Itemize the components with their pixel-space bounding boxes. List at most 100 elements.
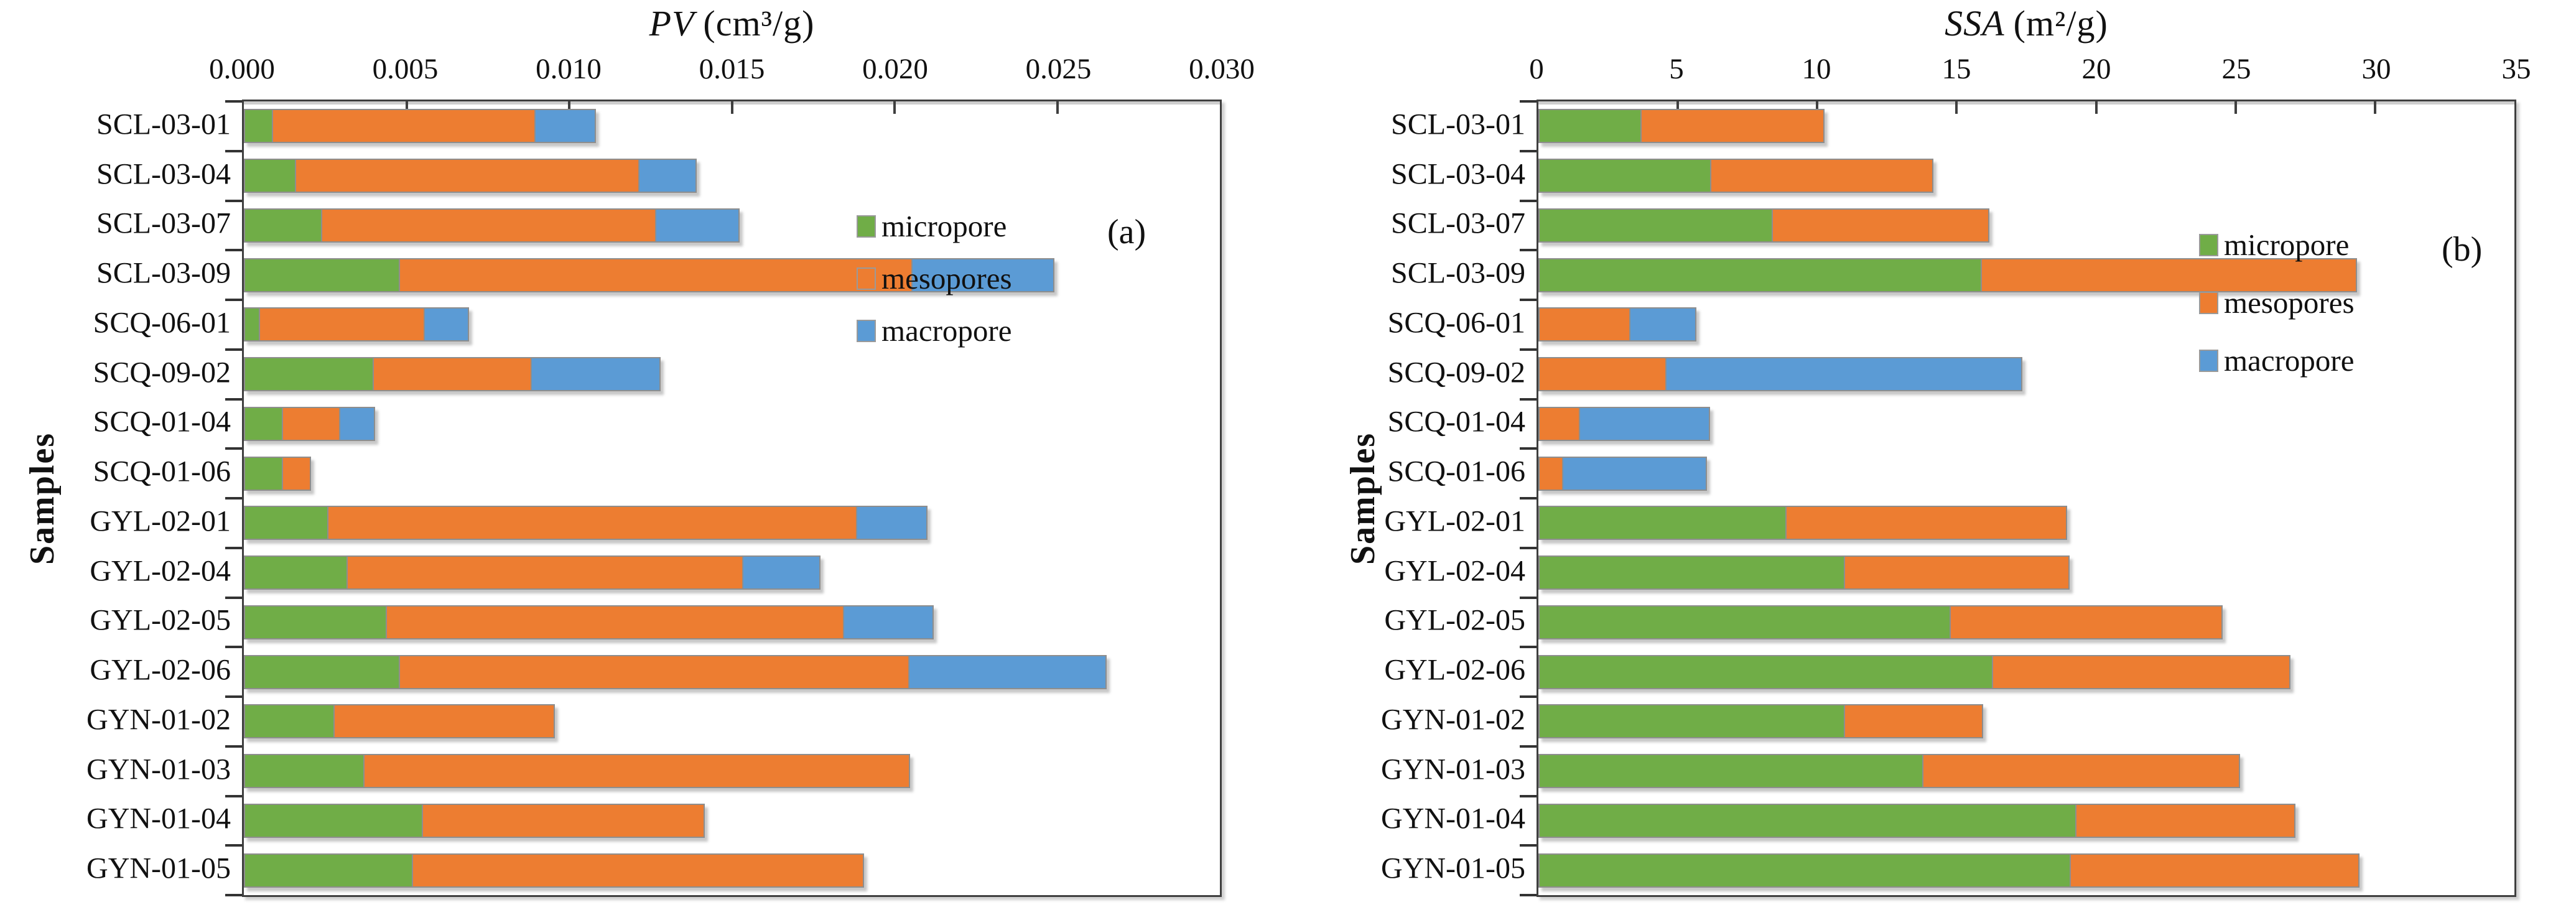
bar-segment-mesopores-scq-01-06 <box>1538 457 1563 491</box>
y-tick-mark <box>1520 745 1537 748</box>
bar-segment-mesopores-scl-03-01 <box>272 109 536 143</box>
bar-segment-mesopores-gyn-01-04 <box>422 804 705 838</box>
legend-entry-macropore: macropore <box>857 315 1012 346</box>
legend-entry-mesopores: mesopores <box>857 263 1012 294</box>
bar-segment-micropore-scl-03-01 <box>1538 109 1642 143</box>
x-axis-tick-labels: 0 5 10 15 20 25 30 35 <box>1529 52 2531 90</box>
y-tick-mark <box>225 745 242 748</box>
legend-entry-macropore: macropore <box>2199 345 2355 376</box>
bar-gyl-02-04 <box>1538 555 2070 590</box>
x-tick-mark <box>893 101 896 114</box>
y-tick-mark <box>1520 397 1537 401</box>
x-axis-title-pv: PV (cm³/g) <box>242 2 1222 44</box>
y-tick-mark <box>1520 596 1537 599</box>
sample-label-gyn-01-02: GYN-01-02 <box>86 703 231 736</box>
bar-segment-micropore-gyn-01-05 <box>1538 853 2071 888</box>
x-tick-label: 0.030 <box>1189 53 1255 85</box>
y-axis-title: Samples <box>1344 432 1382 565</box>
legend-label-micropore: micropore <box>881 209 1007 243</box>
bar-scq-09-02 <box>1538 357 2022 391</box>
x-tick-label: 0.010 <box>536 53 602 85</box>
bar-gyl-02-06 <box>244 655 1107 689</box>
x-tick-label: 20 <box>2081 53 2111 85</box>
y-tick-mark <box>1520 497 1537 499</box>
bar-scq-09-02 <box>244 357 661 391</box>
y-tick-mark <box>225 100 242 103</box>
y-tick-mark <box>225 794 242 797</box>
sample-label-scq-01-06: SCQ-01-06 <box>93 455 231 488</box>
bar-gyl-02-04 <box>244 555 821 590</box>
sample-label-gyn-01-02: GYN-01-02 <box>1381 703 1525 736</box>
x-tick-label: 10 <box>1802 53 1831 85</box>
bar-segment-micropore-gyl-02-06 <box>244 655 400 689</box>
x-tick-label: 35 <box>2501 53 2531 85</box>
y-tick-mark <box>225 844 242 847</box>
sample-label-scl-03-01: SCL-03-01 <box>1391 108 1525 141</box>
y-tick-mark <box>225 497 242 499</box>
plot-area-ssa: micropore mesopores macropore (b) <box>1520 100 2516 897</box>
sample-label-scq-01-04: SCQ-01-04 <box>1387 405 1525 439</box>
x-tick-mark <box>1676 101 1680 114</box>
bar-scl-03-07 <box>244 208 740 243</box>
sample-label-scl-03-04: SCL-03-04 <box>96 157 231 191</box>
bar-segment-micropore-scq-06-01 <box>244 307 260 342</box>
bar-segment-mesopores-gyn-01-04 <box>2075 804 2295 838</box>
sample-label-scq-06-01: SCQ-06-01 <box>1387 306 1525 340</box>
y-tick-mark <box>1520 844 1537 847</box>
bar-gyl-02-01 <box>244 506 928 540</box>
sample-label-scq-01-06: SCQ-01-06 <box>1387 455 1525 488</box>
sample-label-gyl-02-06: GYL-02-06 <box>1384 653 1525 687</box>
sample-label-scl-03-04: SCL-03-04 <box>1391 157 1525 191</box>
y-tick-mark <box>225 596 242 599</box>
bar-segment-mesopores-gyl-02-04 <box>346 555 743 590</box>
x-axis-title-ssa: SSA (m²/g) <box>1537 2 2516 44</box>
legend-swatch-mesopores <box>2199 291 2218 314</box>
bar-gyn-01-03 <box>244 754 910 788</box>
sample-label-gyn-01-04: GYN-01-04 <box>86 802 231 835</box>
bar-scq-01-06 <box>1538 457 1707 491</box>
y-tick-mark <box>1520 348 1537 351</box>
bar-segment-mesopores-scl-03-09 <box>399 258 913 292</box>
bar-gyn-01-03 <box>1538 754 2240 788</box>
bar-segment-mesopores-gyl-02-06 <box>1992 655 2290 689</box>
bar-segment-macropore-gyl-02-01 <box>856 506 928 540</box>
sample-label-gyn-01-05: GYN-01-05 <box>86 852 231 885</box>
bar-gyn-01-05 <box>244 853 864 888</box>
bar-segment-macropore-scq-06-01 <box>1629 307 1696 342</box>
sample-label-scq-09-02: SCQ-09-02 <box>1387 356 1525 389</box>
chart-panel-a: PV (cm³/g) 0.000 0.005 0.010 0.015 0.020 0.025… <box>23 2 1255 897</box>
sample-label-gyn-01-05: GYN-01-05 <box>1381 852 1525 885</box>
bar-segment-micropore-gyl-02-01 <box>244 506 328 540</box>
bar-segment-micropore-scq-09-02 <box>244 357 374 391</box>
sample-label-scl-03-09: SCL-03-09 <box>96 256 231 290</box>
legend-swatch-micropore <box>2199 233 2218 256</box>
axis-title-variable: SSA <box>1945 3 2005 44</box>
x-tick-label: 0.005 <box>372 53 439 85</box>
bar-segment-mesopores-scl-03-07 <box>321 208 656 243</box>
bar-segment-mesopores-gyl-02-05 <box>1950 605 2223 639</box>
bar-gyn-01-02 <box>1538 704 1983 738</box>
bar-segment-micropore-scl-03-04 <box>1538 159 1711 193</box>
y-tick-mark <box>1520 646 1537 649</box>
bar-segment-macropore-scq-09-02 <box>1665 357 2022 391</box>
y-tick-mark <box>225 397 242 401</box>
y-tick-mark <box>1520 299 1537 301</box>
legend-swatch-mesopores <box>857 267 876 290</box>
sample-label-gyl-02-06: GYL-02-06 <box>90 653 231 687</box>
x-tick-label: 25 <box>2221 53 2251 85</box>
y-tick-mark <box>1520 447 1537 450</box>
bar-segment-mesopores-gyl-02-06 <box>399 655 909 689</box>
sample-label-gyl-02-01: GYL-02-01 <box>90 504 231 538</box>
sample-label-gyl-02-04: GYL-02-04 <box>90 554 231 588</box>
bar-gyn-01-05 <box>1538 853 2360 888</box>
bar-gyn-01-04 <box>244 804 705 838</box>
bar-segment-mesopores-scq-06-01 <box>259 307 425 342</box>
bar-scl-03-01 <box>244 109 596 143</box>
bar-segment-mesopores-gyl-02-04 <box>1844 555 2070 590</box>
x-tick-mark <box>568 101 570 114</box>
y-tick-mark <box>1520 695 1537 698</box>
x-tick-label: 0.020 <box>862 53 928 85</box>
y-tick-mark <box>225 546 242 549</box>
bar-segment-micropore-scl-03-01 <box>244 109 273 143</box>
bar-segment-micropore-gyl-02-05 <box>244 605 387 639</box>
